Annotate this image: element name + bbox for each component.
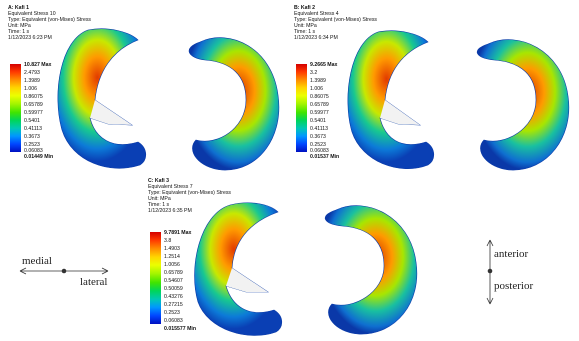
- legend-bar: [296, 64, 307, 152]
- legend-tick-label: 0.86075: [310, 94, 329, 100]
- meniscus-c-inferior: [324, 205, 418, 335]
- legend-tick-label: 3.8: [164, 238, 172, 244]
- legend-tick-label: 1.2514: [164, 254, 180, 260]
- legend-tick-label: 1.3989: [310, 78, 326, 84]
- panel-a-line: Time: 1 s: [8, 29, 30, 36]
- legend-tick-label: 0.50059: [164, 286, 183, 292]
- lateral-label: lateral: [80, 276, 108, 288]
- panel-a-line: Unit: MPa: [8, 23, 31, 30]
- legend-bar: [150, 232, 161, 324]
- anterior-label: anterior: [494, 248, 529, 260]
- medial-label: medial: [22, 255, 52, 267]
- panel-b-header: B: Kafi 2 Equivalent Stress 4 Type: Equi…: [294, 5, 377, 42]
- meniscus-a-inferior: [188, 37, 280, 171]
- meniscus-b-superior: [347, 30, 435, 169]
- panel-a-line: Type: Equivalent (von-Mises) Stress: [8, 17, 92, 24]
- legend-tick-label: 0.2523: [164, 310, 180, 316]
- panel-a-line: Equivalent Stress 10: [8, 11, 56, 18]
- legend-tick-label: 0.86075: [24, 94, 43, 100]
- panel-c-line: 1/12/2023 6:35 PM: [148, 208, 192, 215]
- legend-tick-label: 1.006: [24, 86, 37, 92]
- legend-min-label: 0.015577 Min: [164, 326, 197, 332]
- meniscus-c-superior: [194, 202, 283, 336]
- legend-tick-label: 2.4793: [24, 70, 40, 76]
- legend-tick-label: 0.3673: [310, 134, 326, 140]
- legend-tick-label: 0.41113: [310, 126, 328, 132]
- legend-tick-label: 0.5401: [24, 118, 40, 124]
- legend-tick-label: 0.43276: [164, 294, 183, 300]
- panel-b-title: B: Kafi 2: [294, 5, 316, 11]
- color-legend-c: 9.7891 Max 3.8 1.4903 1.2514 1.0056 0.65…: [150, 230, 210, 332]
- legend-tick-label: 0.59977: [24, 110, 43, 116]
- panel-c-title: C: Kafi 3: [148, 178, 170, 184]
- legend-tick-label: 0.54607: [164, 278, 183, 284]
- panel-b-line: 1/12/2023 6:34 PM: [294, 35, 338, 42]
- panel-b-line: Unit: MPa: [294, 23, 317, 30]
- legend-tick-label: 0.65789: [310, 102, 329, 108]
- panel-c-line: Equivalent Stress 7: [148, 184, 193, 191]
- legend-tick-label: 1.3989: [24, 78, 40, 84]
- legend-min-label: 0.01449 Min: [24, 154, 54, 160]
- legend-tick-label: 0.5401: [310, 118, 326, 124]
- color-legend-b: 9.2665 Max 3.2 1.3989 1.006 0.86075 0.65…: [296, 62, 356, 160]
- panel-c-line: Time: 1 s: [148, 202, 170, 209]
- panel-b: B: Kafi 2 Equivalent Stress 4 Type: Equi…: [294, 5, 574, 175]
- panel-a-header: A: Kafi 1 Equivalent Stress 10 Type: Equ…: [8, 5, 91, 42]
- meniscus-a-superior: [57, 28, 147, 169]
- legend-tick-label: 0.06083: [164, 318, 183, 324]
- legend-max-label: 10.827 Max: [24, 62, 52, 68]
- legend-tick-label: 0.65789: [24, 102, 43, 108]
- legend-tick-label: 0.06083: [310, 148, 329, 154]
- panel-c: C: Kafi 3 Equivalent Stress 7 Type: Equi…: [148, 178, 428, 338]
- meniscus-b-inferior: [476, 39, 570, 171]
- panel-c-header: C: Kafi 3 Equivalent Stress 7 Type: Equi…: [148, 178, 231, 215]
- panel-b-line: Equivalent Stress 4: [294, 11, 339, 18]
- legend-tick-label: 0.59977: [310, 110, 329, 116]
- legend-tick-label: 0.65789: [164, 270, 183, 276]
- posterior-label: posterior: [494, 280, 534, 292]
- panel-a-title: A: Kafi 1: [8, 5, 30, 11]
- legend-tick-label: 3.2: [310, 70, 318, 76]
- medial-lateral-indicator: [19, 267, 109, 275]
- legend-bar: [10, 64, 21, 152]
- legend-tick-label: 0.2523: [310, 142, 326, 148]
- legend-tick-label: 1.0056: [164, 262, 180, 268]
- legend-tick-label: 0.06083: [24, 148, 43, 154]
- legend-tick-label: 0.2523: [24, 142, 40, 148]
- anterior-posterior-indicator: [486, 239, 494, 305]
- legend-max-label: 9.7891 Max: [164, 230, 192, 236]
- panel-b-line: Type: Equivalent (von-Mises) Stress: [294, 17, 378, 24]
- panel-a: A: Kafi 1 Equivalent Stress 10 Type: Equ…: [8, 5, 288, 175]
- color-legend-a: 10.827 Max 2.4793 1.3989 1.006 0.86075 0…: [10, 62, 70, 160]
- legend-tick-label: 0.41113: [24, 126, 42, 132]
- panel-c-line: Type: Equivalent (von-Mises) Stress: [148, 190, 232, 197]
- panel-a-line: 1/12/2023 6:23 PM: [8, 35, 52, 42]
- legend-tick-label: 1.4903: [164, 246, 180, 252]
- legend-max-label: 9.2665 Max: [310, 62, 338, 68]
- panel-b-line: Time: 1 s: [294, 29, 316, 36]
- panel-c-line: Unit: MPa: [148, 196, 171, 203]
- legend-tick-label: 0.27215: [164, 302, 183, 308]
- legend-min-label: 0.01537 Min: [310, 154, 340, 160]
- legend-tick-label: 0.3673: [24, 134, 40, 140]
- legend-tick-label: 1.006: [310, 86, 323, 92]
